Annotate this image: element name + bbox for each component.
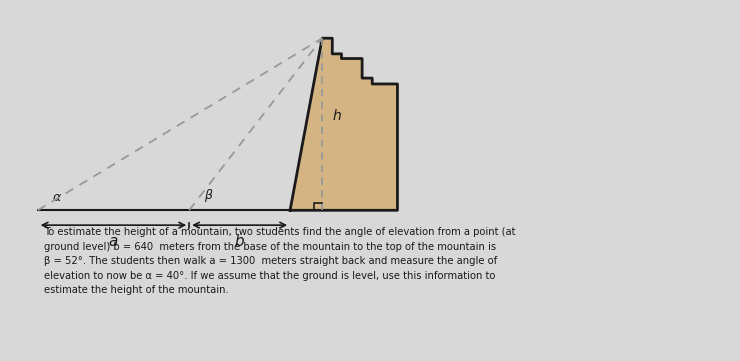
Polygon shape [290, 38, 397, 210]
Text: b: b [235, 234, 244, 249]
Text: a: a [109, 234, 118, 249]
Text: To estimate the height of a mountain, two students find the angle of elevation f: To estimate the height of a mountain, tw… [44, 227, 515, 295]
Text: β: β [204, 190, 212, 203]
Text: α: α [53, 191, 61, 204]
Text: h: h [332, 109, 341, 123]
